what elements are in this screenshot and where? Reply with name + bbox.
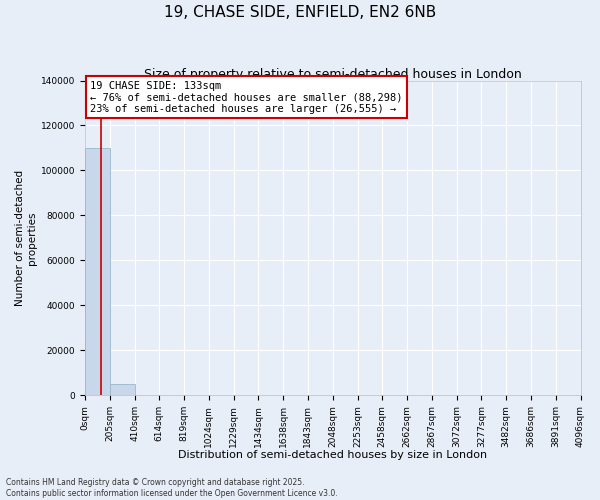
Y-axis label: Number of semi-detached
properties: Number of semi-detached properties: [15, 170, 37, 306]
X-axis label: Distribution of semi-detached houses by size in London: Distribution of semi-detached houses by …: [178, 450, 487, 460]
Text: 19 CHASE SIDE: 133sqm
← 76% of semi-detached houses are smaller (88,298)
23% of : 19 CHASE SIDE: 133sqm ← 76% of semi-deta…: [90, 80, 403, 114]
Text: 19, CHASE SIDE, ENFIELD, EN2 6NB: 19, CHASE SIDE, ENFIELD, EN2 6NB: [164, 5, 436, 20]
Title: Size of property relative to semi-detached houses in London: Size of property relative to semi-detach…: [144, 68, 521, 80]
Bar: [110, 384, 134, 396]
Text: Contains HM Land Registry data © Crown copyright and database right 2025.
Contai: Contains HM Land Registry data © Crown c…: [6, 478, 338, 498]
Bar: [85, 148, 110, 396]
